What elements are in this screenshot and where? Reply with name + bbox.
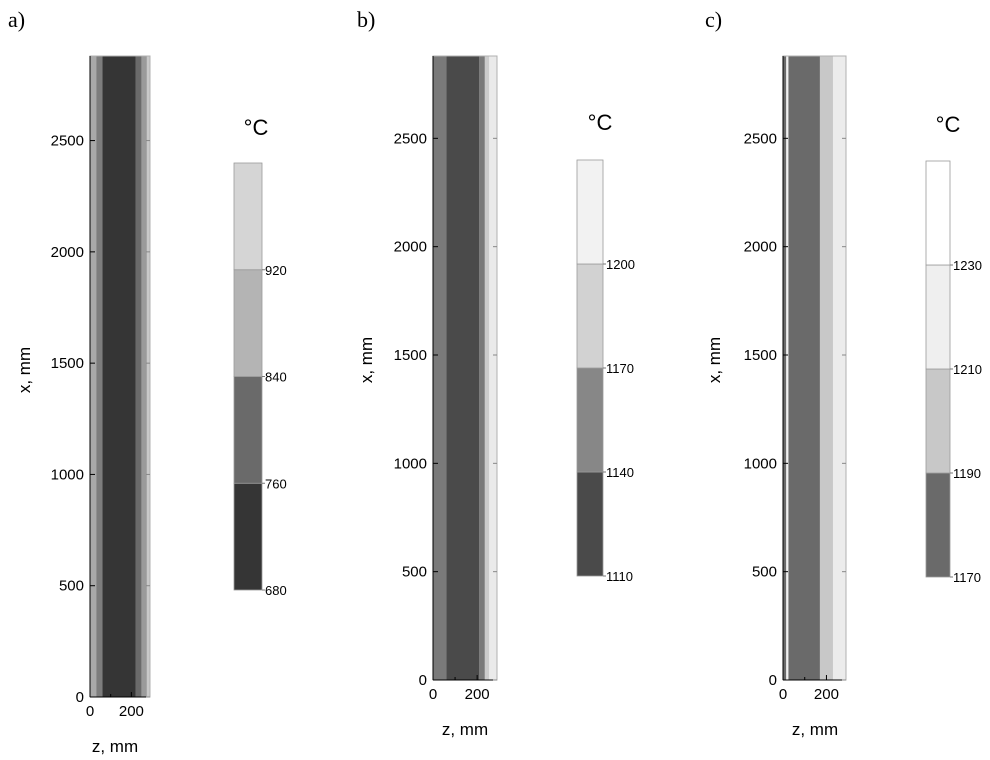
colorbar-label: 1230 [953,258,982,273]
colorbar-label: 1200 [606,257,635,272]
colorbar-label: 1170 [953,570,981,585]
temperature-band [786,56,789,680]
y-axis-label: x, mm [705,337,724,383]
y-axis-label: x, mm [15,347,34,393]
colorbar-segment [576,263,604,369]
colorbar-label: 1170 [606,361,634,376]
colorbar-segment [576,159,604,265]
colorbar-label: 1110 [606,569,633,584]
x-tick-label: 0 [429,686,437,703]
temperature-band [819,56,833,680]
temperature-band [102,56,136,697]
colorbar-label: 680 [265,583,287,598]
y-tick-label: 2500 [744,130,777,147]
colorbar-segment [233,376,263,484]
x-tick-label: 0 [86,703,94,720]
y-tick-label: 2500 [394,130,427,147]
temperature-band [135,56,142,697]
x-axis-label: z, mm [92,737,138,756]
y-tick-label: 1500 [744,347,777,364]
y-tick-label: 1000 [744,455,777,472]
panel-label: a) [8,7,25,32]
y-tick-label: 2000 [51,244,84,261]
x-tick-label: 200 [814,686,839,703]
panel-2: b) 0 500 1000 1500 2000 2500 0 200 z, mm x, mm 1110… [357,7,635,739]
panel-3: c) 0 500 1000 1500 2000 2500 0 200 z, mm x, mm 1170… [705,7,982,739]
colorbar-segment [925,264,951,370]
colorbar: 1110 1140 1170 1200 °C [576,110,635,584]
temperature-band [484,56,490,680]
colorbar-unit: °C [244,115,269,140]
colorbar-label: 1140 [606,465,634,480]
colorbar-label: 1210 [953,362,982,377]
colorbar-segment [925,472,951,578]
y-axis-label: x, mm [357,337,376,383]
y-tick-label: 0 [76,689,84,706]
temperature-band [96,56,103,697]
colorbar: 680 760 840 920 °C [233,115,287,598]
x-axis-label: z, mm [792,720,838,739]
colorbar: 1170 1190 1210 1230 °C [925,112,982,585]
colorbar-label: 1190 [953,466,981,481]
x-tick-label: 200 [465,686,490,703]
panel-1: a) 0 500 1000 1500 2000 2500 0 200 z, mm x, mm 680 7… [8,7,287,756]
colorbar-label: 840 [265,370,287,385]
x-axis-label: z, mm [442,720,488,739]
colorbar-label: 920 [265,263,287,278]
y-tick-label: 1000 [51,466,84,483]
temperature-band [479,56,485,680]
y-tick-label: 0 [769,672,777,689]
x-tick-label: 0 [779,686,787,703]
temperature-band [146,56,150,697]
panel-label: c) [705,7,722,32]
y-tick-label: 500 [752,564,777,581]
colorbar-segment [576,471,604,577]
temperature-band [433,56,447,680]
colorbar-unit: °C [936,112,961,137]
colorbar-segment [576,367,604,473]
temperature-band [446,56,480,680]
colorbar-segment [925,368,951,474]
y-tick-label: 2000 [744,239,777,256]
temperature-band [489,56,497,680]
colorbar-segment [233,482,263,591]
temperature-band [90,56,97,697]
temperature-band [788,56,820,680]
y-tick-label: 500 [402,564,427,581]
colorbar-segment [233,269,263,377]
y-tick-label: 500 [59,578,84,595]
y-tick-label: 1500 [51,355,84,372]
panel-label: b) [357,7,375,32]
y-tick-label: 2500 [51,133,84,150]
colorbar-segment [925,160,951,266]
y-tick-label: 2000 [394,239,427,256]
y-tick-label: 0 [419,672,427,689]
temperature-band [141,56,147,697]
y-tick-label: 1500 [394,347,427,364]
y-tick-label: 1000 [394,455,427,472]
colorbar-unit: °C [588,110,613,135]
colorbar-label: 760 [265,476,287,491]
temperature-band [783,56,787,680]
temperature-band [832,56,846,680]
x-tick-label: 200 [119,703,144,720]
colorbar-segment [233,162,263,271]
